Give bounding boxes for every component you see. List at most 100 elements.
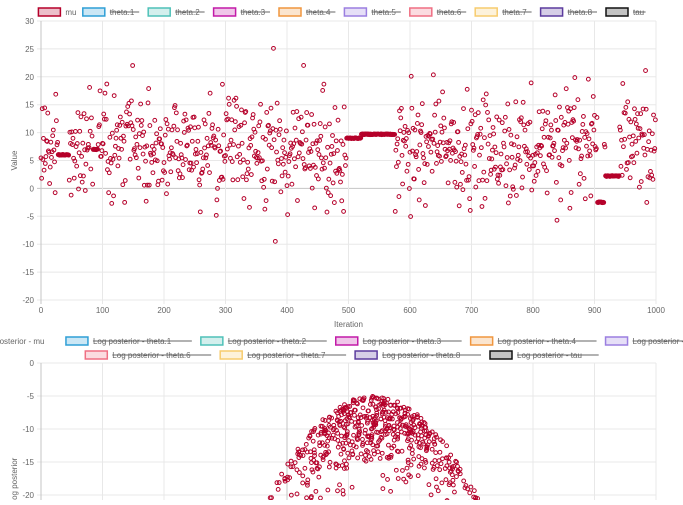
top-legend-label: mu	[65, 8, 76, 17]
data-point	[384, 426, 390, 432]
data-point	[504, 161, 509, 167]
data-point	[474, 134, 480, 139]
data-point	[577, 137, 583, 143]
data-point	[547, 135, 553, 141]
data-point	[539, 143, 545, 149]
data-point	[276, 480, 282, 485]
top-y-tick-label: -5	[27, 212, 35, 221]
data-point	[319, 166, 325, 172]
data-point	[541, 134, 547, 140]
data-point	[326, 176, 332, 182]
data-point	[619, 137, 624, 143]
data-point	[418, 130, 424, 135]
data-point	[338, 179, 343, 185]
data-point	[162, 132, 168, 138]
data-point	[507, 193, 513, 199]
data-point	[41, 136, 46, 141]
data-point	[148, 152, 154, 158]
data-point	[323, 449, 329, 455]
data-point	[426, 144, 431, 149]
data-point	[544, 168, 549, 174]
data-point	[288, 492, 294, 498]
bottom-gridlines	[37, 362, 657, 500]
data-point	[358, 451, 364, 457]
data-point	[99, 148, 105, 153]
data-point	[130, 63, 136, 68]
data-point	[313, 460, 319, 466]
data-point	[400, 422, 405, 428]
data-point	[173, 110, 179, 116]
data-point	[503, 183, 509, 189]
top-legend-item-2: theta.2	[147, 7, 205, 17]
data-point	[617, 127, 623, 133]
data-point	[318, 452, 324, 458]
data-point	[481, 169, 487, 175]
data-point	[240, 157, 246, 163]
data-point	[475, 132, 481, 137]
data-point	[552, 92, 558, 98]
data-point	[110, 156, 116, 162]
data-point	[382, 432, 388, 437]
data-point	[479, 204, 485, 209]
data-point	[304, 110, 310, 115]
data-point	[508, 132, 514, 138]
data-point	[453, 458, 459, 464]
data-point	[582, 135, 588, 140]
data-point	[636, 135, 642, 141]
data-point	[649, 131, 655, 137]
data-point	[97, 122, 102, 128]
data-point	[433, 450, 439, 455]
data-point	[446, 459, 452, 465]
data-point	[327, 121, 332, 127]
data-point	[473, 184, 479, 190]
data-point	[651, 112, 656, 118]
data-point	[119, 119, 125, 125]
data-point	[585, 76, 591, 82]
data-point	[124, 109, 129, 115]
data-point	[288, 458, 294, 464]
data-point	[409, 414, 415, 420]
data-point	[512, 165, 517, 171]
data-point	[409, 451, 415, 456]
data-point	[324, 209, 330, 215]
data-point	[496, 117, 502, 123]
data-point	[75, 110, 81, 115]
data-point	[553, 179, 559, 185]
data-point	[347, 442, 353, 448]
data-point	[618, 163, 624, 169]
data-point	[410, 416, 416, 422]
data-point	[403, 143, 409, 149]
data-point	[378, 416, 384, 422]
data-point	[396, 194, 402, 199]
data-point	[451, 463, 457, 469]
data-point	[301, 63, 307, 68]
data-point	[286, 159, 292, 164]
data-point	[324, 443, 330, 449]
data-point	[165, 181, 171, 187]
data-point	[528, 80, 534, 86]
data-point	[319, 424, 325, 429]
data-point	[295, 154, 301, 160]
data-point	[66, 177, 72, 183]
data-point	[552, 148, 557, 154]
data-point	[274, 100, 280, 106]
data-point	[81, 173, 86, 179]
data-point	[362, 430, 368, 436]
data-point	[646, 139, 652, 145]
data-point	[415, 473, 421, 479]
data-point	[437, 467, 443, 473]
data-point	[102, 90, 108, 96]
data-point	[309, 112, 315, 117]
data-point	[283, 128, 289, 134]
data-point	[331, 151, 337, 156]
data-point	[470, 147, 476, 153]
bottom-y-tick-label: -20	[22, 491, 34, 500]
data-point	[458, 159, 464, 165]
data-point	[319, 155, 324, 161]
data-point	[572, 75, 578, 80]
data-point	[266, 142, 272, 148]
bottom-legend-swatch	[65, 336, 89, 346]
data-point	[637, 126, 643, 132]
data-point	[619, 172, 625, 178]
data-point	[141, 129, 147, 135]
